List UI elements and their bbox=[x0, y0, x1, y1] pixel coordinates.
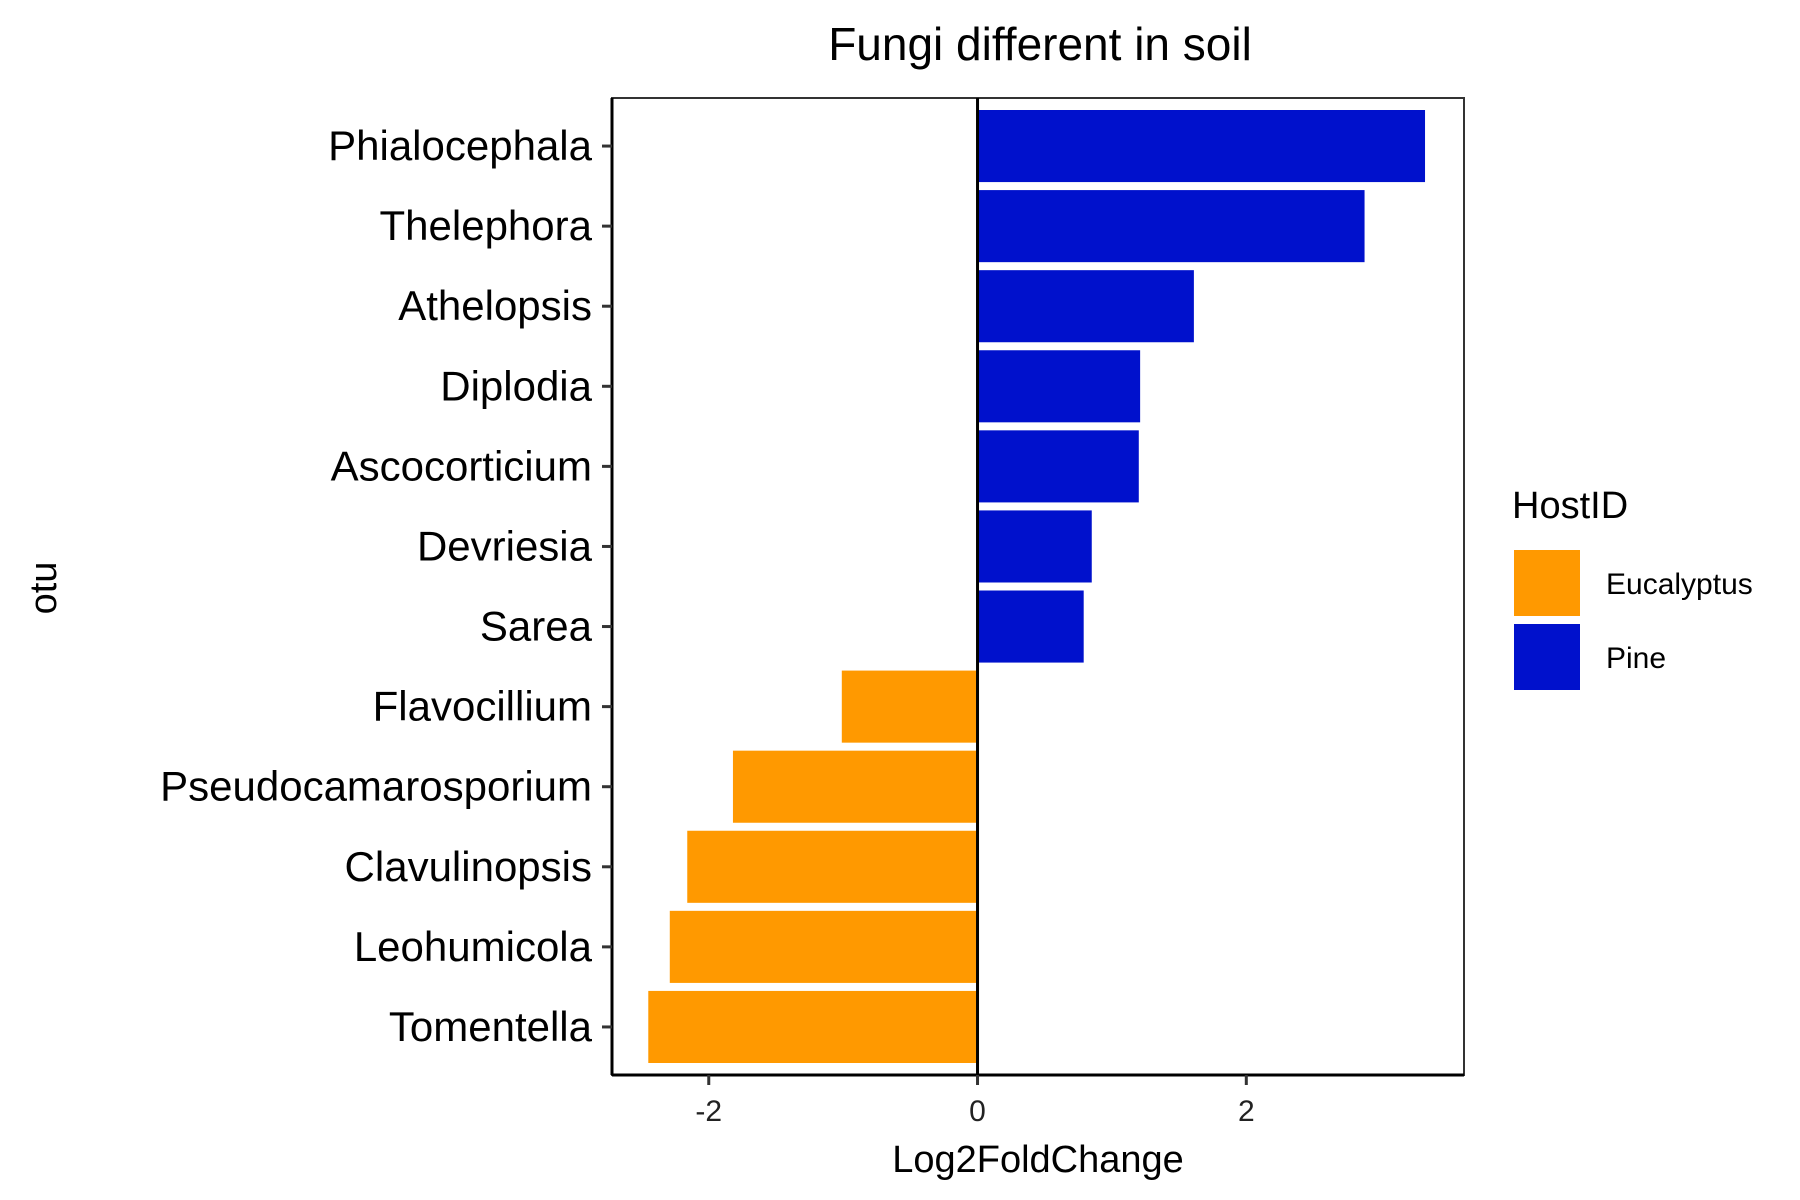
y-tick-label: Ascocorticium bbox=[331, 442, 592, 489]
bar-sarea bbox=[977, 590, 1084, 663]
y-tick-label: Diplodia bbox=[440, 362, 592, 409]
y-axis-label: otu bbox=[23, 562, 65, 615]
legend-title: HostID bbox=[1512, 485, 1628, 527]
bar-flavocillium bbox=[841, 670, 978, 743]
legend-entries: Eucalyptus Pine bbox=[1514, 550, 1753, 690]
x-tick-label: -2 bbox=[695, 1095, 722, 1128]
x-tick-label: 0 bbox=[969, 1095, 986, 1128]
legend-label: Pine bbox=[1606, 642, 1666, 675]
y-tick-label: Sarea bbox=[480, 603, 593, 650]
chart-title: Fungi different in soil bbox=[828, 18, 1252, 70]
x-axis-ticks: -2 0 2 bbox=[695, 1075, 1255, 1128]
y-tick-label: Clavulinopsis bbox=[345, 843, 592, 890]
legend-key-pine bbox=[1514, 624, 1580, 690]
bar-clavulinopsis bbox=[687, 830, 978, 903]
bar-tomentella bbox=[648, 990, 978, 1063]
y-tick-label: Leohumicola bbox=[354, 923, 593, 970]
bar-leohumicola bbox=[669, 910, 978, 983]
bar-phialocephala bbox=[977, 110, 1426, 183]
x-tick-label: 2 bbox=[1238, 1095, 1255, 1128]
bar-ascocorticium bbox=[977, 430, 1139, 503]
y-tick-label: Thelephora bbox=[380, 202, 593, 249]
legend-label: Eucalyptus bbox=[1606, 568, 1753, 601]
y-axis-ticks: Phialocephala Thelephora Athelopsis Diplodi… bbox=[160, 122, 612, 1050]
y-tick-label: Tomentella bbox=[389, 1003, 593, 1050]
bars-group bbox=[648, 110, 1426, 1063]
bar-diplodia bbox=[977, 350, 1141, 423]
y-tick-label: Phialocephala bbox=[328, 122, 593, 169]
plot-panel bbox=[610, 97, 1465, 1077]
x-axis-label: Log2FoldChange bbox=[892, 1139, 1184, 1181]
bar-devriesia bbox=[977, 510, 1092, 583]
y-tick-label: Pseudocamarosporium bbox=[160, 763, 592, 810]
legend-key-eucalyptus bbox=[1514, 550, 1580, 616]
bar-pseudocamarosporium bbox=[732, 750, 978, 823]
y-tick-label: Devriesia bbox=[417, 522, 593, 569]
bar-athelopsis bbox=[977, 270, 1194, 343]
legend: HostID Eucalyptus Pine bbox=[1512, 485, 1753, 690]
bar-thelephora bbox=[977, 190, 1365, 263]
y-tick-label: Athelopsis bbox=[398, 282, 592, 329]
y-tick-label: Flavocillium bbox=[373, 683, 592, 730]
